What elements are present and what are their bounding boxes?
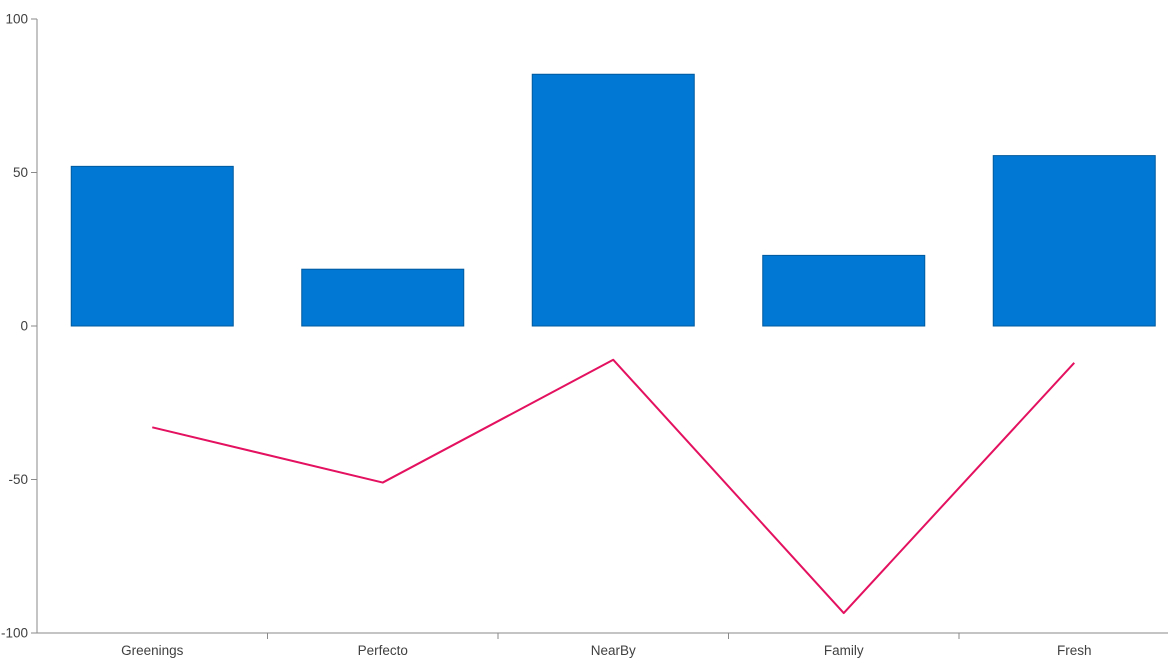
line-series	[152, 358, 1075, 615]
y-axis-tick-label: -50	[8, 472, 28, 487]
x-axis-category-label: NearBy	[591, 643, 636, 658]
bar-nearby	[531, 73, 695, 327]
y-axis-tick-label: 0	[20, 319, 28, 334]
bar-family	[762, 254, 926, 327]
y-axis-tick-label: 50	[13, 165, 28, 180]
bar-greenings	[70, 165, 234, 327]
x-axis-category-label: Fresh	[1057, 643, 1092, 658]
x-axis-category-label: Perfecto	[358, 643, 408, 658]
y-axis-tick-label: 100	[5, 12, 28, 27]
x-axis-category-label: Family	[824, 643, 864, 658]
x-axis-category-label: Greenings	[121, 643, 184, 658]
bar-perfecto	[301, 268, 465, 327]
bar-fresh	[992, 155, 1156, 327]
y-axis-tick-label: -100	[1, 626, 28, 641]
